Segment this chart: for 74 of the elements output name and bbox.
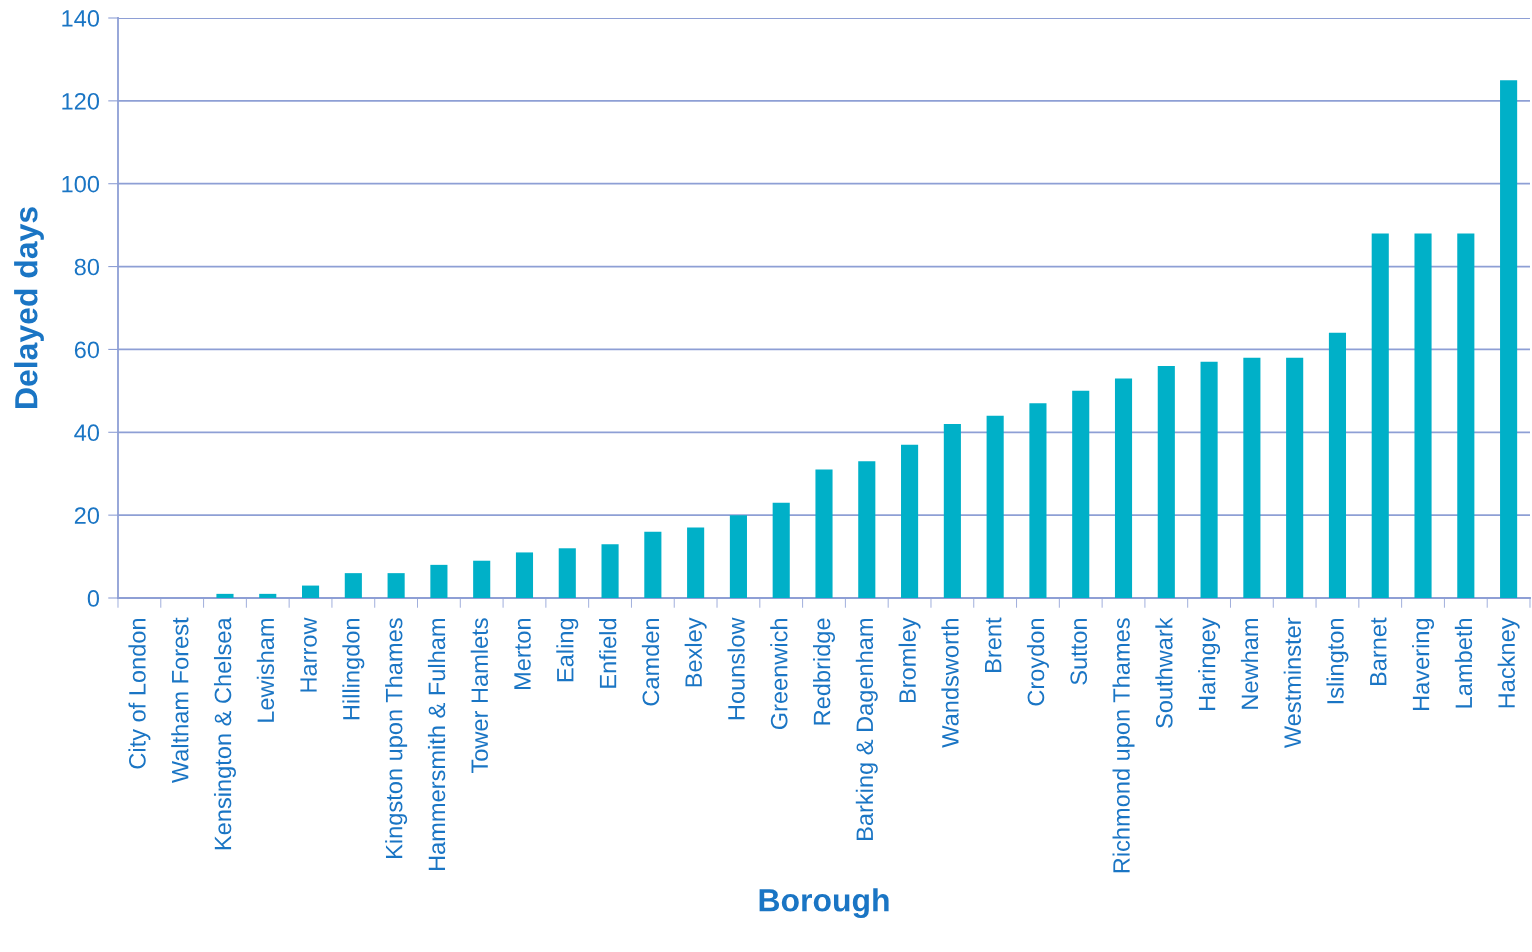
x-tick-label: Merton [514, 618, 531, 689]
x-tick-label: Bexley [684, 617, 707, 687]
x-tick-label: Harrow [300, 617, 317, 692]
bar [986, 415, 1004, 598]
bar [1457, 233, 1475, 598]
x-tick-label: Haringey [1198, 617, 1221, 710]
x-tick-label: Hounslow [727, 617, 745, 720]
x-tick-label: Waltham Forest [171, 617, 189, 784]
x-tick-label: Camden [641, 618, 660, 706]
bar [1114, 378, 1133, 598]
x-tick-label: Sutton [1070, 618, 1088, 685]
bar [815, 469, 833, 598]
bar [644, 531, 662, 598]
bar [943, 424, 961, 598]
x-tick-label: Croydon [1026, 618, 1049, 706]
bar [558, 548, 576, 598]
bar [1029, 403, 1047, 598]
x-tick-label: Barnet [1370, 617, 1387, 686]
x-tick-label: Havering [1412, 618, 1435, 710]
x-tick-label: Richmond upon Thames [1112, 618, 1135, 873]
x-tick-label: Southwark [1155, 617, 1173, 728]
x-tick-label: Hillingdon [342, 618, 365, 720]
x-tick-label: Westminster [1283, 617, 1301, 749]
x-tick-label: Brent [985, 617, 1002, 672]
y-tick-label: 20 [74, 507, 100, 524]
y-tick-label: 120 [62, 92, 100, 110]
x-tick-label: Newham [1240, 619, 1259, 709]
bar [301, 585, 320, 598]
x-tick-label: Islington [1326, 618, 1349, 704]
bar [772, 502, 790, 598]
x-tick-label: Ealing [556, 618, 579, 682]
bar [858, 461, 876, 598]
y-tick-label: 60 [74, 341, 100, 359]
x-tick-label: Wandsworth [941, 618, 959, 748]
y-tick-label: 80 [74, 258, 100, 276]
bar [216, 593, 234, 598]
y-tick-label: 40 [74, 424, 100, 442]
x-tick-label: Lewisham [256, 619, 275, 722]
bar [729, 515, 747, 598]
bar [1414, 233, 1432, 598]
bar [901, 444, 919, 598]
x-tick-label: Tower Hamlets [470, 618, 489, 774]
y-axis-title: Delayed days [14, 207, 44, 408]
x-tick-label: Bromley [898, 617, 921, 703]
bar [601, 544, 619, 598]
x-tick-label: Greenwich [770, 618, 788, 730]
bar [1500, 80, 1518, 598]
x-tick-label: Redbridge [812, 618, 836, 725]
bar [1243, 357, 1261, 598]
bar [430, 564, 448, 598]
bar [344, 573, 362, 598]
bar [1200, 361, 1218, 598]
bar [687, 527, 705, 598]
x-axis-title: Borough [759, 888, 889, 919]
x-tick-label: Lambeth [1454, 618, 1473, 708]
bar [1072, 390, 1090, 598]
x-tick-label: Barking & Dagenham [855, 618, 878, 840]
x-tick-label: Hammersmith & Fulham [427, 618, 446, 871]
y-tick-label: 100 [62, 175, 100, 193]
bar [473, 560, 491, 598]
x-tick-label: Hackney [1497, 617, 1520, 708]
y-tick-label: 0 [87, 590, 100, 607]
bar [259, 593, 277, 598]
x-tick-label: Enfield [599, 618, 617, 688]
x-tick-label: Kensington & Chelsea [213, 617, 236, 850]
bar [1157, 366, 1175, 598]
bar [1328, 332, 1347, 598]
bar [1371, 233, 1389, 598]
bar [1286, 357, 1304, 598]
x-tick-label: Kingston upon Thames [385, 618, 408, 858]
y-tick-label: 140 [62, 10, 100, 27]
bar [387, 573, 405, 598]
x-tick-label: City of London [128, 618, 151, 769]
bar [515, 552, 534, 598]
